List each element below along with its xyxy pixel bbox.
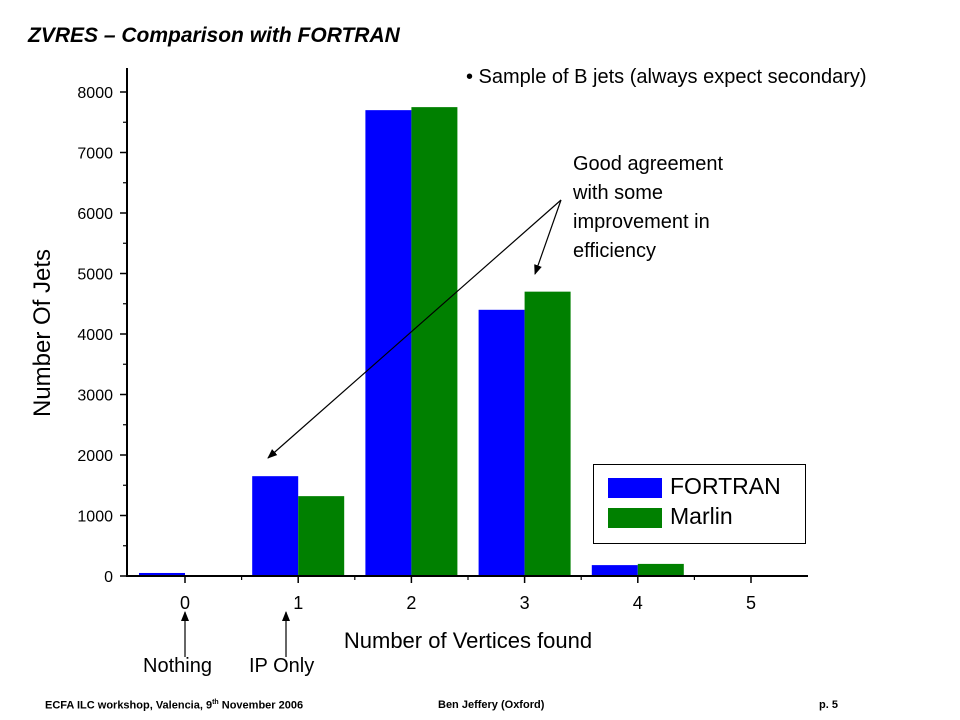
y-tick-label: 4000 — [77, 327, 113, 344]
slide-title: ZVRES – Comparison with FORTRAN — [28, 24, 400, 47]
x-tick-label: 3 — [520, 593, 530, 613]
annotation-text: Good agreement with some improvement in … — [573, 150, 723, 266]
marker-label-nothing: Nothing — [143, 655, 212, 677]
y-tick-label: 2000 — [77, 448, 113, 465]
annotation-arrow — [267, 199, 562, 459]
footer-event: ECFA ILC workshop, Valencia, 9th Novembe… — [45, 699, 303, 712]
y-tick-label: 1000 — [77, 509, 113, 526]
annotation-line: Good agreement — [573, 153, 724, 175]
footer-event-suffix: November 2006 — [218, 699, 304, 712]
y-tick-label: 0 — [104, 569, 113, 586]
annotation-arrow — [534, 199, 562, 275]
y-tick-label: 5000 — [77, 267, 113, 284]
bar-fortran-4 — [591, 565, 638, 576]
axes-layer: 0 1000 2000 3000 4000 5000 6000 7000 8000 0 1 2 3 4 5 — [77, 68, 808, 613]
x-axis-label: Number of Vertices found — [344, 628, 592, 653]
y-tick-label: 3000 — [77, 388, 113, 405]
legend-label: Marlin — [670, 503, 733, 529]
y-tick-label: 7000 — [77, 146, 113, 163]
y-tick-label: 6000 — [77, 206, 113, 223]
footer-author: Ben Jeffery (Oxford) — [438, 699, 545, 711]
x-tick-label: 2 — [406, 593, 416, 613]
x-tick-label: 0 — [180, 593, 190, 613]
bar-fortran-3 — [478, 309, 525, 576]
chart-legend: FORTRAN Marlin — [593, 464, 806, 544]
bar-marlin-4 — [637, 563, 684, 576]
marker-label-ip-only: IP Only — [249, 655, 315, 677]
footer-event-sup: th — [212, 699, 219, 706]
bar-fortran-0 — [139, 572, 185, 576]
legend-swatch-marlin — [608, 508, 662, 528]
footer-page-number: p. 5 — [819, 699, 838, 711]
x-tick-label: 4 — [633, 593, 643, 613]
legend-swatch-fortran — [608, 478, 662, 498]
bullet-text: • Sample of B jets (always expect second… — [466, 66, 867, 88]
bars-layer — [139, 107, 684, 577]
annotation-line: with some — [573, 182, 664, 204]
y-axis-label: Number Of Jets — [29, 249, 56, 417]
y-tick-label: 8000 — [77, 85, 113, 102]
bar-marlin-2 — [411, 107, 458, 576]
x-tick-label: 5 — [746, 593, 756, 613]
bar-marlin-3 — [524, 291, 571, 576]
legend-label: FORTRAN — [670, 473, 781, 499]
bar-marlin-1 — [298, 496, 345, 576]
annotation-line: improvement in — [573, 211, 710, 233]
bar-fortran-2 — [365, 110, 412, 577]
bar-fortran-1 — [252, 476, 299, 576]
footer-event-prefix: ECFA ILC workshop, Valencia, 9 — [45, 699, 213, 712]
x-tick-label: 1 — [293, 593, 303, 613]
annotation-line: efficiency — [573, 240, 657, 262]
